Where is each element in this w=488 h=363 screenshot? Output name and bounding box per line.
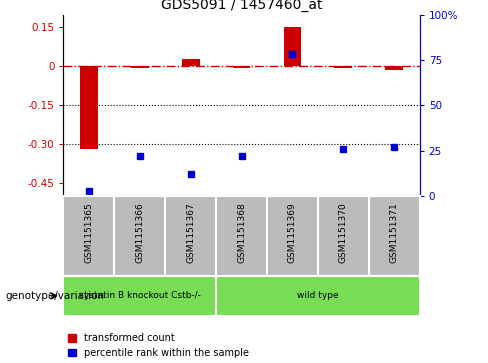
Bar (216, 276, 420, 316)
Bar (267, 196, 318, 276)
Bar (114, 196, 165, 276)
Bar (284, 28, 302, 66)
Text: wild type: wild type (297, 291, 339, 300)
Bar (80, 66, 98, 149)
Text: GSM1151367: GSM1151367 (186, 203, 195, 263)
Text: GSM1151370: GSM1151370 (339, 203, 348, 263)
Text: GSM1151371: GSM1151371 (390, 203, 399, 263)
Bar (63, 196, 114, 276)
Bar (369, 196, 420, 276)
Bar (334, 66, 352, 68)
Text: GSM1151366: GSM1151366 (135, 203, 144, 263)
Bar (318, 196, 369, 276)
Bar (165, 196, 216, 276)
Legend: transformed count, percentile rank within the sample: transformed count, percentile rank withi… (68, 333, 249, 358)
Text: GSM1151369: GSM1151369 (288, 203, 297, 263)
Title: GDS5091 / 1457460_at: GDS5091 / 1457460_at (161, 0, 322, 12)
Bar (233, 66, 250, 68)
Text: genotype/variation: genotype/variation (5, 291, 104, 301)
Text: cystatin B knockout Cstb-/-: cystatin B knockout Cstb-/- (79, 291, 201, 300)
Bar (182, 58, 200, 66)
Bar (63, 276, 216, 316)
Bar (386, 66, 403, 70)
Text: GSM1151365: GSM1151365 (84, 203, 93, 263)
Bar (216, 196, 267, 276)
Bar (131, 66, 149, 68)
Text: GSM1151368: GSM1151368 (237, 203, 246, 263)
